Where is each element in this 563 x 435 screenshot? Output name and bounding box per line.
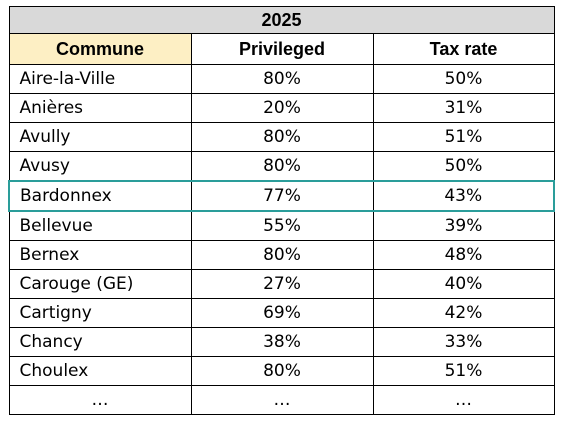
tax-rate-cell: 33% [372, 327, 555, 357]
tax-rate-cell: 48% [372, 240, 555, 270]
year-header-row: 2025 [8, 6, 555, 34]
tax-rate-cell: 31% [372, 93, 555, 123]
commune-cell: Bernex [8, 240, 192, 270]
table-row: Avusy 80% 50% [8, 151, 555, 182]
tax-rate-cell: 50% [372, 151, 555, 182]
privileged-cell: 69% [190, 298, 374, 328]
table-row: Carouge (GE) 27% 40% [8, 269, 555, 299]
commune-cell: Anières [8, 93, 192, 123]
privileged-cell: 27% [190, 269, 374, 299]
column-header-tax-rate: Tax rate [372, 33, 555, 65]
commune-cell: Carouge (GE) [8, 269, 192, 299]
table-row: Anières 20% 31% [8, 93, 555, 123]
commune-cell: Avusy [8, 151, 192, 182]
commune-cell: Chancy [8, 327, 192, 357]
tax-rate-cell: 51% [372, 122, 555, 152]
commune-cell: Aire-la-Ville [8, 64, 192, 94]
commune-cell: Bardonnex [8, 180, 192, 212]
tax-rate-cell: 42% [372, 298, 555, 328]
column-header-row: Commune Privileged Tax rate [8, 33, 555, 65]
tax-rate-cell: 51% [372, 356, 555, 386]
column-header-privileged: Privileged [190, 33, 374, 65]
privileged-cell: 77% [190, 180, 374, 212]
table-row: Cartigny 69% 42% [8, 298, 555, 328]
tax-rate-cell: 39% [372, 210, 555, 241]
table-row-ellipsis: … … … [8, 385, 555, 415]
commune-cell: Choulex [8, 356, 192, 386]
privileged-cell: 80% [190, 356, 374, 386]
commune-cell: … [8, 385, 192, 415]
privileged-cell: 80% [190, 64, 374, 94]
commune-cell: Cartigny [8, 298, 192, 328]
table-row: Bellevue 55% 39% [8, 210, 555, 241]
table-row: Choulex 80% 51% [8, 356, 555, 386]
privileged-cell: 38% [190, 327, 374, 357]
privileged-cell: … [190, 385, 374, 415]
tax-rate-cell: … [372, 385, 555, 415]
column-header-commune: Commune [8, 33, 192, 65]
privileged-cell: 80% [190, 151, 374, 182]
table-row-highlighted: Bardonnex 77% 43% [8, 180, 556, 212]
tax-rate-cell: 50% [372, 64, 555, 94]
privileged-cell: 80% [190, 122, 374, 152]
table-row: Aire-la-Ville 80% 50% [8, 64, 555, 94]
table-row: Avully 80% 51% [8, 122, 555, 152]
commune-cell: Avully [8, 122, 192, 152]
tax-rate-cell: 40% [372, 269, 555, 299]
commune-cell: Bellevue [8, 210, 192, 241]
tax-rate-cell: 43% [372, 180, 556, 212]
data-table-container: 2025 Commune Privileged Tax rate Aire-la… [8, 6, 556, 415]
privileged-cell: 20% [190, 93, 374, 123]
table-row: Bernex 80% 48% [8, 240, 555, 270]
commune-tax-table: 2025 Commune Privileged Tax rate Aire-la… [8, 6, 556, 415]
table-row: Chancy 38% 33% [8, 327, 555, 357]
privileged-cell: 55% [190, 210, 374, 241]
year-header: 2025 [8, 6, 555, 34]
privileged-cell: 80% [190, 240, 374, 270]
